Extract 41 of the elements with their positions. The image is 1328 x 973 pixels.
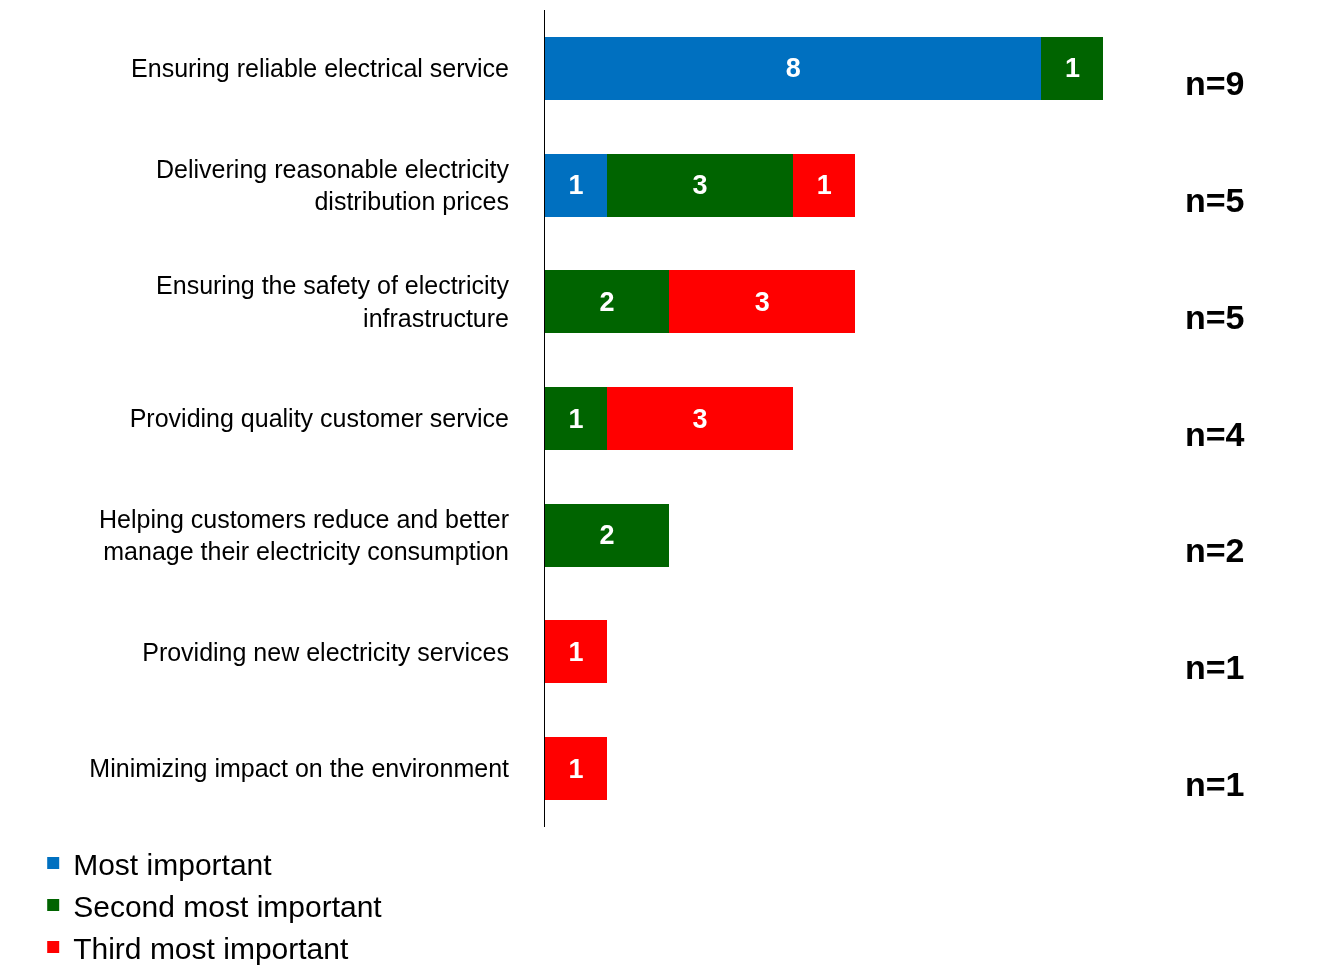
legend-label: Second most important — [73, 889, 383, 923]
y-tick-label: Delivering reasonable electricity distribution prices — [156, 154, 510, 216]
text: n=5 — [1185, 298, 1245, 336]
text: n=5 — [1185, 181, 1245, 219]
bar — [793, 153, 856, 217]
y-tick-label: Providing quality customer service — [129, 404, 509, 433]
text: n=4 — [1185, 415, 1245, 453]
bar — [607, 153, 794, 217]
bar — [545, 36, 1042, 100]
text: n=1 — [1185, 648, 1245, 686]
data-label: 1 — [1064, 53, 1080, 84]
legend-label: Most important — [73, 847, 273, 881]
bar — [607, 386, 794, 451]
data-label: 1 — [568, 636, 584, 667]
y-tick-label: Ensuring the safety of electricity infrastructure — [156, 271, 510, 332]
y-tick-label: Ensuring reliable electrical service — [131, 54, 509, 83]
data-label: 1 — [568, 403, 584, 434]
data-label: 1 — [568, 170, 584, 201]
bar — [545, 270, 670, 334]
y-tick-label: Helping customers reduce and better manage their electricity consumption — [99, 504, 509, 566]
text: n=9 — [1185, 64, 1245, 102]
data-label: 1 — [816, 170, 832, 201]
data-label: 1 — [568, 753, 584, 784]
data-label: 2 — [599, 286, 615, 317]
bar — [545, 153, 608, 217]
bar — [1041, 36, 1104, 100]
text: n=1 — [1185, 765, 1245, 803]
data-label: 3 — [754, 286, 770, 317]
data-label: 8 — [785, 53, 801, 84]
bar — [545, 620, 608, 684]
data-label: 3 — [692, 170, 708, 201]
y-tick-label: Minimizing impact on the environment — [89, 754, 510, 783]
data-label: 2 — [599, 520, 615, 551]
bar — [545, 503, 670, 567]
data-label: 3 — [692, 403, 708, 434]
text: n=2 — [1185, 531, 1245, 569]
bar — [545, 386, 608, 451]
y-tick-label: Providing new electricity services — [142, 637, 509, 666]
bar — [669, 270, 856, 334]
legend-label: Third most important — [73, 931, 349, 965]
bar — [545, 737, 608, 801]
